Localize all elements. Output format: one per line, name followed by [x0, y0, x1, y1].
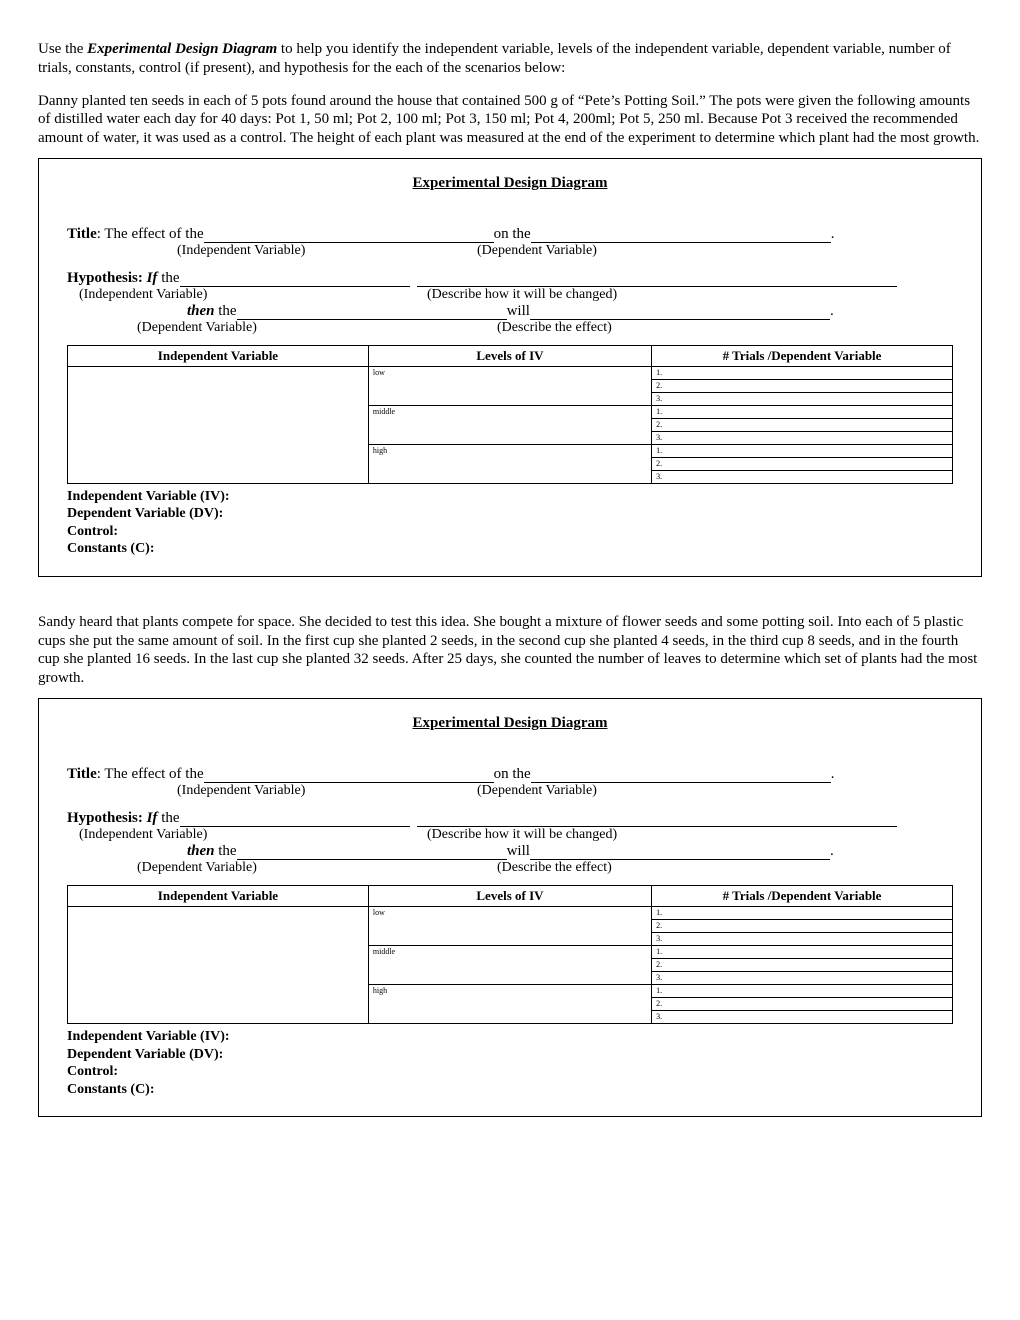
level-high[interactable]: high [368, 444, 651, 483]
blank-hyp-iv[interactable] [180, 812, 410, 827]
footer-labels: Independent Variable (IV): Dependent Var… [67, 1028, 953, 1098]
hypothesis-label: Hypothesis: If the [67, 810, 180, 827]
diagram-box-1: Experimental Design Diagram Title: The e… [38, 158, 982, 577]
blank-iv-title[interactable] [204, 228, 494, 243]
footer-dv: Dependent Variable (DV): [67, 505, 953, 523]
trial-row[interactable]: 3. [652, 392, 953, 405]
level-low[interactable]: low [368, 907, 651, 946]
th-iv: Independent Variable [68, 345, 369, 366]
iv-sublabel: (Independent Variable) [67, 783, 407, 798]
trial-row[interactable]: 3. [652, 1011, 953, 1024]
trial-row[interactable]: 1. [652, 366, 953, 379]
footer-dv: Dependent Variable (DV): [67, 1046, 953, 1064]
level-low[interactable]: low [368, 366, 651, 405]
th-levels: Levels of IV [368, 345, 651, 366]
dv-sublabel: (Dependent Variable) [407, 783, 953, 798]
trial-row[interactable]: 1. [652, 985, 953, 998]
will-label: will [507, 843, 530, 860]
scenario-2: Sandy heard that plants compete for spac… [38, 613, 982, 688]
hyp-iv-sublabel: (Independent Variable) [67, 827, 367, 842]
trial-row[interactable]: 1. [652, 405, 953, 418]
diagram-heading: Experimental Design Diagram [67, 175, 953, 192]
th-levels: Levels of IV [368, 886, 651, 907]
diagram-heading: Experimental Design Diagram [67, 715, 953, 732]
scenario-1: Danny planted ten seeds in each of 5 pot… [38, 92, 982, 148]
footer-iv: Independent Variable (IV): [67, 1028, 953, 1046]
hyp-change-sublabel: (Describe how it will be changed) [367, 287, 953, 302]
level-middle[interactable]: middle [368, 405, 651, 444]
footer-control: Control: [67, 1063, 953, 1081]
level-middle[interactable]: middle [368, 946, 651, 985]
intro-text: Use the Experimental Design Diagram to h… [38, 40, 982, 78]
then-effect-sublabel: (Describe the effect) [397, 320, 953, 335]
trial-row[interactable]: 1. [652, 444, 953, 457]
blank-then-effect[interactable] [530, 305, 830, 320]
th-iv: Independent Variable [68, 886, 369, 907]
blank-iv-title[interactable] [204, 768, 494, 783]
blank-then-dv[interactable] [237, 305, 507, 320]
trial-row[interactable]: 3. [652, 933, 953, 946]
then-effect-sublabel: (Describe the effect) [397, 860, 953, 875]
iv-cell[interactable] [68, 366, 369, 483]
trial-row[interactable]: 1. [652, 907, 953, 920]
trial-row[interactable]: 3. [652, 972, 953, 985]
title-label: Title: The effect of the [67, 226, 204, 243]
then-label: then the [187, 303, 237, 320]
will-label: will [507, 303, 530, 320]
iv-table: Independent Variable Levels of IV # Tria… [67, 885, 953, 1024]
trial-row[interactable]: 2. [652, 379, 953, 392]
blank-dv-title[interactable] [531, 768, 831, 783]
title-label: Title: The effect of the [67, 766, 204, 783]
footer-constants: Constants (C): [67, 540, 953, 558]
trial-row[interactable]: 1. [652, 946, 953, 959]
blank-hyp-change[interactable] [417, 812, 897, 827]
then-dv-sublabel: (Dependent Variable) [67, 860, 397, 875]
then-dv-sublabel: (Dependent Variable) [67, 320, 397, 335]
blank-hyp-change[interactable] [417, 272, 897, 287]
iv-sublabel: (Independent Variable) [67, 243, 407, 258]
on-the: on the [494, 226, 531, 243]
th-trials: # Trials /Dependent Variable [652, 886, 953, 907]
blank-dv-title[interactable] [531, 228, 831, 243]
trial-row[interactable]: 2. [652, 418, 953, 431]
trial-row[interactable]: 2. [652, 998, 953, 1011]
footer-control: Control: [67, 523, 953, 541]
iv-table: Independent Variable Levels of IV # Tria… [67, 345, 953, 484]
trial-row[interactable]: 3. [652, 470, 953, 483]
th-trials: # Trials /Dependent Variable [652, 345, 953, 366]
dv-sublabel: (Dependent Variable) [407, 243, 953, 258]
trial-row[interactable]: 3. [652, 431, 953, 444]
blank-hyp-iv[interactable] [180, 272, 410, 287]
hyp-iv-sublabel: (Independent Variable) [67, 287, 367, 302]
on-the: on the [494, 766, 531, 783]
blank-then-dv[interactable] [237, 845, 507, 860]
trial-row[interactable]: 2. [652, 457, 953, 470]
footer-labels: Independent Variable (IV): Dependent Var… [67, 488, 953, 558]
trial-row[interactable]: 2. [652, 959, 953, 972]
blank-then-effect[interactable] [530, 845, 830, 860]
iv-cell[interactable] [68, 907, 369, 1024]
footer-constants: Constants (C): [67, 1081, 953, 1099]
hyp-change-sublabel: (Describe how it will be changed) [367, 827, 953, 842]
then-label: then the [187, 843, 237, 860]
footer-iv: Independent Variable (IV): [67, 488, 953, 506]
hypothesis-label: Hypothesis: If the [67, 270, 180, 287]
level-high[interactable]: high [368, 985, 651, 1024]
diagram-box-2: Experimental Design Diagram Title: The e… [38, 698, 982, 1117]
trial-row[interactable]: 2. [652, 920, 953, 933]
